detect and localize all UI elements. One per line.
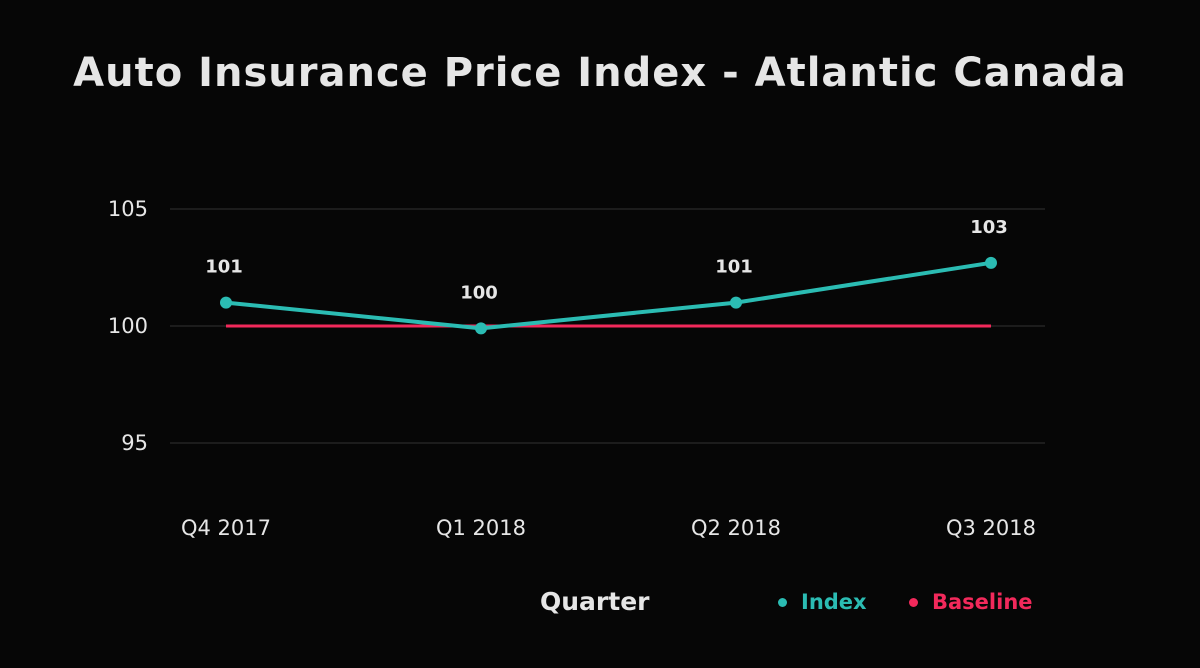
data-label: 100 (460, 282, 498, 303)
index-point-q3-2018 (985, 256, 997, 269)
series-index-line (225, 260, 992, 331)
y-tick-label: 100 (108, 314, 148, 338)
legend-item-baseline: Baseline (909, 590, 1033, 614)
legend-index-label: Index (801, 590, 867, 614)
x-tick-label: Q1 2018 (436, 516, 526, 540)
chart-title: Auto Insurance Price Index - Atlantic Ca… (73, 50, 1127, 96)
index-point-q1-2018 (475, 322, 487, 335)
x-tick-label: Q4 2017 (181, 516, 271, 540)
legend-index-marker-icon (778, 597, 787, 607)
y-tick-label: 105 (108, 197, 148, 221)
data-label: 101 (205, 257, 243, 278)
data-label: 101 (715, 257, 753, 278)
legend-baseline-marker-icon (909, 597, 918, 607)
index-point-q4-2017 (220, 296, 232, 309)
y-tick-label: 95 (121, 431, 148, 455)
x-tick-label: Q2 2018 (691, 516, 781, 540)
legend-baseline-label: Baseline (932, 590, 1033, 614)
index-point-q2-2018 (730, 296, 742, 309)
data-label: 103 (970, 217, 1008, 238)
legend-item-index: Index (778, 590, 867, 614)
x-axis-label: Quarter (540, 587, 650, 616)
x-tick-label: Q3 2018 (946, 516, 1036, 540)
